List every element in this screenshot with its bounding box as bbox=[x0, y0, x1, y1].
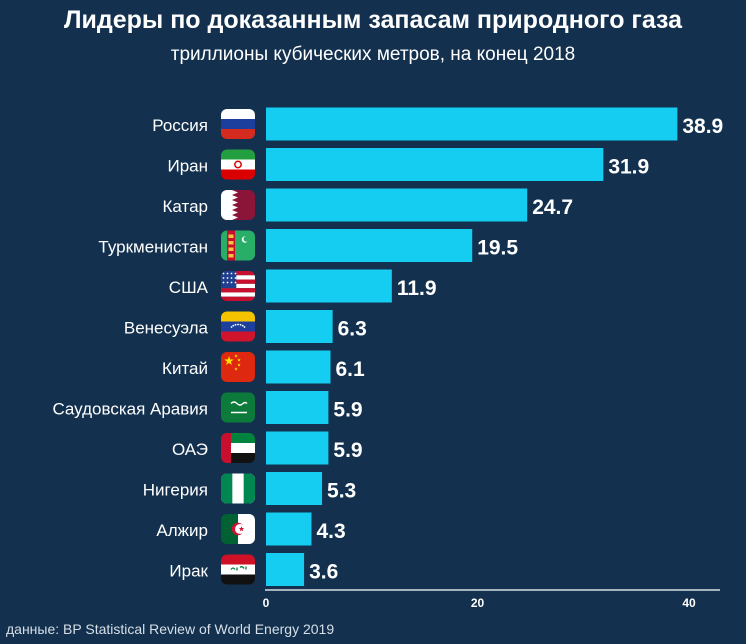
flag-usa-icon bbox=[221, 271, 255, 301]
chart-row: Иран 31.9 bbox=[167, 148, 649, 181]
flag-nigeria-icon bbox=[221, 473, 255, 504]
chart-row: Катар 24.7 bbox=[163, 188, 573, 222]
chart-row: Россия 38.9 bbox=[152, 107, 723, 141]
x-tick-label: 40 bbox=[682, 596, 696, 610]
chart-row: Алжир 4.3 bbox=[156, 512, 346, 546]
category-label: США bbox=[169, 278, 209, 297]
value-label: 5.9 bbox=[333, 439, 362, 462]
bar bbox=[266, 431, 329, 465]
category-label: Китай bbox=[162, 359, 208, 378]
bar bbox=[266, 391, 329, 424]
value-label: 3.6 bbox=[309, 561, 338, 584]
value-label: 19.5 bbox=[477, 237, 518, 260]
flag-china-icon bbox=[221, 352, 255, 382]
category-label: Нигерия bbox=[143, 481, 208, 500]
chart-row: Туркменистан 19.5 bbox=[98, 229, 518, 262]
x-tick-label: 20 bbox=[471, 596, 485, 610]
bar bbox=[266, 107, 678, 141]
chart-title: Лидеры по доказанным запасам природного … bbox=[63, 6, 683, 34]
value-label: 6.1 bbox=[336, 358, 366, 381]
bar bbox=[266, 310, 333, 343]
flag-turkmenistan-icon bbox=[221, 230, 255, 261]
category-label: Иран bbox=[167, 157, 208, 176]
bar bbox=[266, 188, 528, 222]
chart-row: ОАЭ 5.9 bbox=[172, 431, 363, 465]
flag-russia-icon bbox=[221, 109, 255, 139]
value-label: 5.9 bbox=[333, 399, 362, 422]
value-label: 38.9 bbox=[682, 115, 723, 138]
value-label: 5.3 bbox=[327, 480, 356, 503]
flag-saudi-arabia-icon bbox=[221, 392, 255, 423]
bar bbox=[266, 350, 331, 384]
chart-row: Китай 6.1 bbox=[162, 350, 366, 384]
flag-iraq-icon bbox=[221, 554, 255, 585]
category-label: Саудовская Аравия bbox=[52, 400, 208, 419]
value-label: 6.3 bbox=[338, 318, 367, 341]
category-label: Туркменистан bbox=[98, 238, 208, 257]
chart-row: Венесуэла 6.3 bbox=[124, 310, 367, 343]
category-label: Россия bbox=[152, 116, 208, 135]
chart-row: Саудовская Аравия 5.9 bbox=[52, 391, 363, 424]
bar bbox=[266, 269, 392, 303]
value-label: 11.9 bbox=[397, 277, 437, 300]
bar bbox=[266, 472, 323, 505]
category-label: Катар bbox=[163, 197, 209, 216]
flag-uae-icon bbox=[221, 433, 255, 463]
flag-algeria-icon bbox=[221, 514, 255, 544]
chart-subtitle: триллионы кубических метров, на конец 20… bbox=[170, 44, 576, 65]
chart-row: США 11.9 bbox=[169, 269, 437, 303]
value-label: 24.7 bbox=[532, 196, 573, 219]
flag-venezuela-icon bbox=[221, 311, 255, 342]
bar bbox=[266, 229, 473, 262]
flag-iran-icon bbox=[221, 149, 255, 180]
category-label: Венесуэла bbox=[124, 319, 209, 338]
value-label: 31.9 bbox=[608, 156, 649, 179]
bar bbox=[266, 553, 305, 586]
chart-row: Ирак 3.6 bbox=[169, 553, 338, 586]
category-label: Ирак bbox=[169, 562, 208, 581]
data-source-note: данные: BP Statistical Review of World E… bbox=[6, 621, 335, 637]
value-label: 4.3 bbox=[316, 520, 345, 543]
chart-row: Нигерия 5.3 bbox=[143, 472, 356, 505]
x-tick-label: 0 bbox=[263, 596, 270, 610]
flag-qatar-icon bbox=[221, 190, 255, 220]
category-label: Алжир bbox=[156, 521, 208, 540]
bar bbox=[266, 148, 604, 181]
category-label: ОАЭ bbox=[172, 440, 208, 459]
bar bbox=[266, 512, 312, 546]
